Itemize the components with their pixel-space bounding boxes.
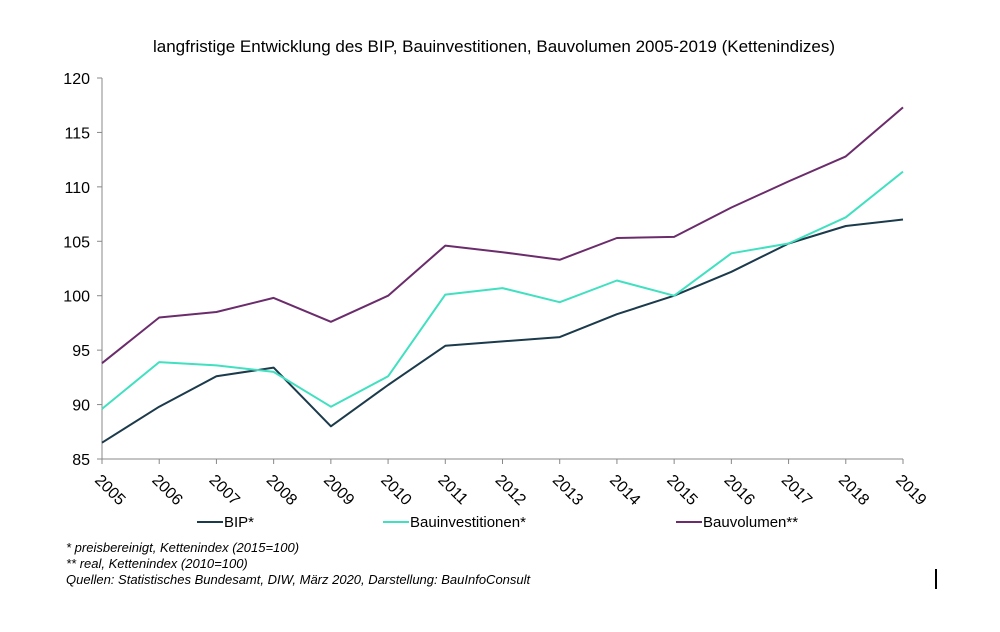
- chart-title: langfristige Entwicklung des BIP, Bauinv…: [153, 37, 835, 56]
- x-tick-label: 2018: [835, 472, 872, 509]
- y-tick-label: 120: [63, 71, 90, 88]
- series-line-bip: [101, 218, 904, 444]
- legend-label: Bauvolumen**: [703, 514, 798, 531]
- y-tick-label: 115: [64, 125, 90, 142]
- footnote-price-adjusted: * preisbereinigt, Kettenindex (2015=100): [66, 540, 300, 555]
- x-tick-label: 2019: [892, 472, 929, 509]
- x-tick-label: 2005: [91, 472, 128, 509]
- y-tick-label: 90: [72, 398, 90, 415]
- x-tick-label: 2008: [263, 472, 300, 509]
- x-tick-label: 2015: [663, 472, 700, 509]
- y-tick-label: 105: [63, 234, 90, 251]
- x-tick-label: 2010: [377, 472, 414, 509]
- x-tick-label: 2007: [206, 472, 243, 509]
- footnote-sources: Quellen: Statistisches Bundesamt, DIW, M…: [66, 572, 531, 587]
- text-cursor: [935, 569, 937, 589]
- x-tick-label: 2013: [549, 472, 586, 509]
- footnote-real: ** real, Kettenindex (2010=100): [66, 556, 248, 571]
- x-tick-label: 2009: [320, 472, 357, 509]
- x-tick-label: 2014: [606, 472, 643, 509]
- legend-label: BIP*: [224, 514, 254, 531]
- y-tick-label: 100: [63, 289, 90, 306]
- footnotes: * preisbereinigt, Kettenindex (2015=100)…: [66, 540, 530, 588]
- series-line-bauvolumen: [101, 106, 904, 364]
- y-tick-label: 110: [64, 180, 90, 197]
- x-tick-label: 2006: [148, 472, 185, 509]
- x-tick-label: 2016: [721, 472, 758, 509]
- y-tick-label: 95: [72, 343, 90, 360]
- x-tick-label: 2017: [778, 472, 815, 509]
- x-tick-label: 2012: [492, 472, 529, 509]
- legend-label: Bauinvestitionen*: [410, 514, 526, 531]
- x-tick-label: 2011: [434, 472, 470, 508]
- y-tick-label: 85: [72, 452, 90, 469]
- series-line-bauinvestitionen: [101, 170, 904, 410]
